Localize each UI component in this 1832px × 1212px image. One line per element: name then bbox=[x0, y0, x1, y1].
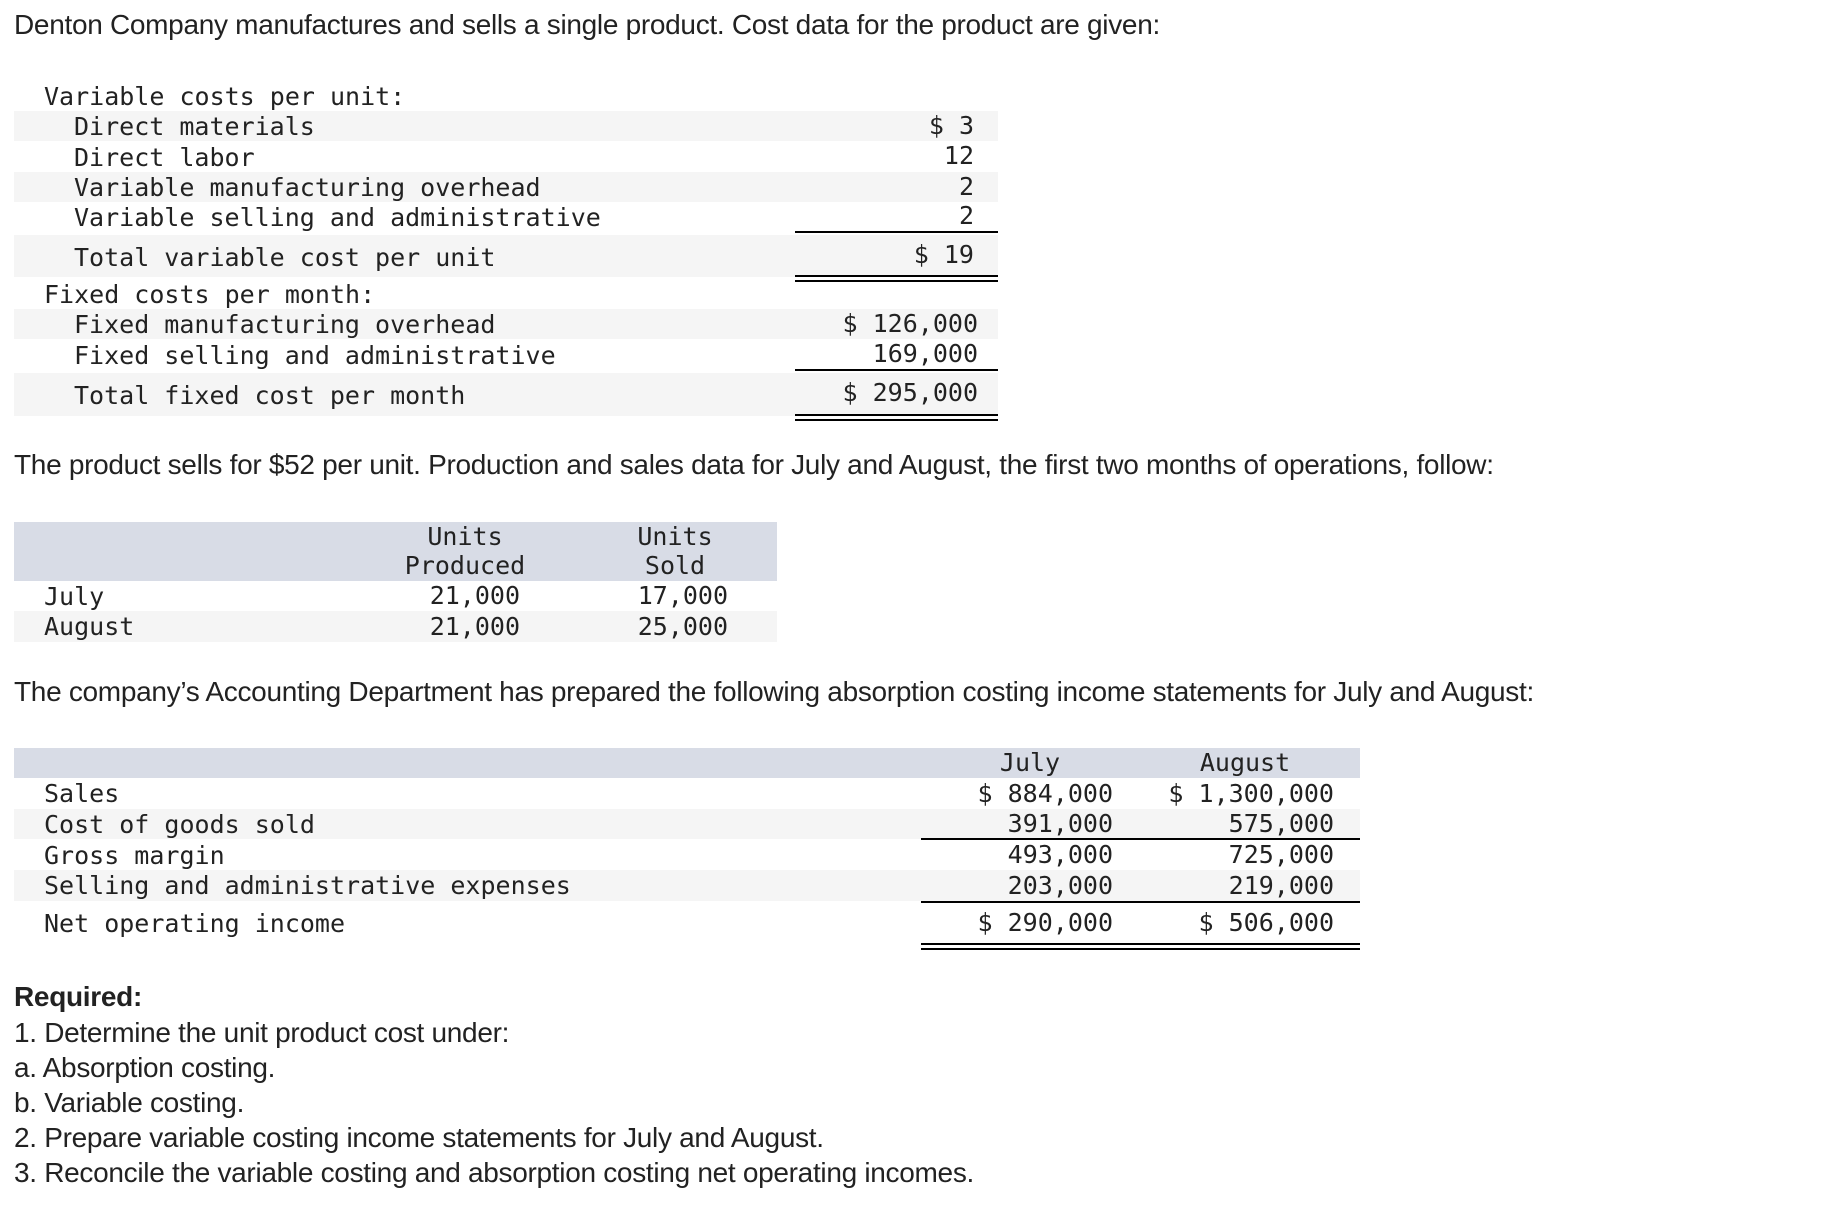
july-value: 391,000 bbox=[1007, 809, 1113, 838]
subtotal-rule bbox=[795, 369, 998, 371]
august-value: 725,000 bbox=[1228, 840, 1334, 869]
july-value: $ 884,000 bbox=[977, 779, 1113, 808]
cost-value: $ 126,000 bbox=[842, 309, 978, 338]
cost-label: Fixed selling and administrative bbox=[74, 340, 556, 370]
units-produced-value: 21,000 bbox=[429, 612, 520, 641]
required-item: 3. Reconcile the variable costing and ab… bbox=[14, 1157, 975, 1188]
units-sold-value: 25,000 bbox=[637, 612, 728, 641]
subtotal-rule bbox=[921, 901, 1360, 903]
total-fixed-label: Total fixed cost per month bbox=[74, 380, 466, 410]
total-fixed-value: $ 295,000 bbox=[842, 378, 978, 407]
cost-value: 2 bbox=[958, 201, 974, 230]
total-variable-value: $ 19 bbox=[913, 240, 974, 269]
income-label: Sales bbox=[44, 779, 120, 808]
col-header-sold: Units Sold bbox=[637, 522, 713, 580]
row-band bbox=[14, 309, 998, 339]
row-band bbox=[14, 235, 998, 277]
cost-label: Direct labor bbox=[74, 142, 255, 172]
july-value: 203,000 bbox=[1007, 871, 1113, 900]
cost-value: 169,000 bbox=[872, 339, 978, 368]
total-variable-label: Total variable cost per unit bbox=[74, 242, 496, 272]
cost-value: 2 bbox=[958, 172, 974, 201]
col-header-august: August bbox=[1199, 748, 1291, 777]
required-item: b. Variable costing. bbox=[14, 1087, 245, 1118]
cost-label: Direct materials bbox=[74, 111, 315, 141]
income-label: Gross margin bbox=[44, 840, 225, 870]
cost-label: Variable manufacturing overhead bbox=[74, 172, 541, 202]
units-produced-value: 21,000 bbox=[429, 581, 520, 610]
row-band bbox=[14, 611, 777, 642]
july-value: 493,000 bbox=[1007, 840, 1113, 869]
subtotal-rule bbox=[795, 231, 998, 233]
fixed-costs-header: Fixed costs per month: bbox=[44, 279, 376, 309]
income-label: Selling and administrative expenses bbox=[44, 871, 571, 900]
subtotal-rule bbox=[921, 838, 1360, 840]
august-value: $ 506,000 bbox=[1198, 908, 1334, 937]
col-header-july: July bbox=[999, 748, 1061, 777]
august-value: 575,000 bbox=[1228, 809, 1334, 838]
income-statement-paragraph: The company’s Accounting Department has … bbox=[14, 676, 1534, 707]
august-value: 219,000 bbox=[1228, 871, 1334, 900]
required-item: 2. Prepare variable costing income state… bbox=[14, 1122, 824, 1153]
required-heading: Required: bbox=[14, 981, 142, 1012]
income-label: Cost of goods sold bbox=[44, 809, 315, 839]
required-item: 1. Determine the unit product cost under… bbox=[14, 1017, 510, 1048]
row-band bbox=[14, 809, 1360, 839]
august-value: $ 1,300,000 bbox=[1168, 779, 1334, 808]
required-item: a. Absorption costing. bbox=[14, 1052, 276, 1083]
cost-label: Variable selling and administrative bbox=[74, 202, 601, 232]
cost-value: $ 3 bbox=[928, 111, 974, 140]
intro-text: Denton Company manufactures and sells a … bbox=[14, 9, 1160, 40]
row-band bbox=[14, 111, 998, 141]
col-header-produced: Units Produced bbox=[404, 522, 526, 580]
total-double-rule bbox=[795, 275, 998, 282]
month-label: August bbox=[44, 612, 135, 641]
units-header-band bbox=[14, 522, 777, 581]
row-band bbox=[14, 870, 1360, 901]
variable-costs-header: Variable costs per unit: bbox=[44, 81, 406, 111]
total-double-rule bbox=[795, 414, 998, 421]
price-paragraph: The product sells for $52 per unit. Prod… bbox=[14, 449, 1494, 480]
cost-label: Fixed manufacturing overhead bbox=[74, 309, 496, 339]
july-value: $ 290,000 bbox=[977, 908, 1113, 937]
month-label: July bbox=[44, 581, 105, 611]
row-band bbox=[14, 373, 998, 416]
income-label: Net operating income bbox=[44, 908, 346, 938]
row-band bbox=[14, 172, 998, 202]
total-double-rule bbox=[921, 943, 1360, 950]
units-sold-value: 17,000 bbox=[637, 581, 728, 610]
cost-value: 12 bbox=[943, 141, 974, 170]
income-header-band bbox=[14, 748, 1360, 778]
